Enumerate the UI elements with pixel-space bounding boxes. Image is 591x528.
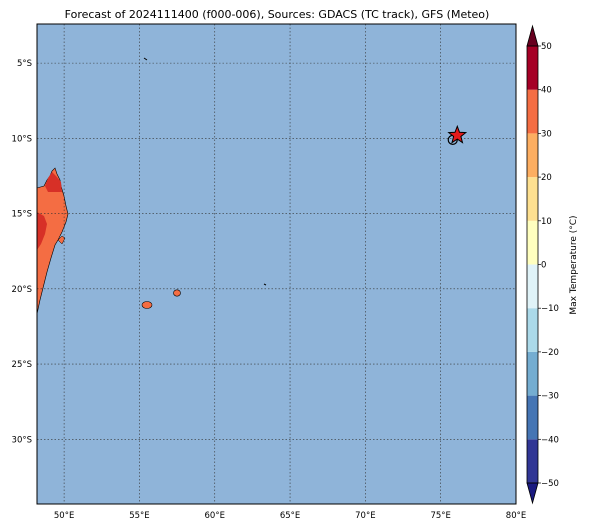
latitude-tick-label: 5°S — [17, 59, 32, 69]
tc-track — [447, 124, 468, 145]
colorbar-level — [527, 395, 538, 440]
colorbar-level — [527, 177, 538, 221]
latitude-tick-label: 15°S — [12, 210, 32, 220]
colorbar-segments — [526, 24, 539, 505]
longitude-tick-label: 65°E — [280, 511, 300, 521]
colorbar-tick-label: 10 — [541, 217, 552, 227]
colorbar-tick-label: −20 — [541, 348, 559, 358]
latitude-tick-label: 30°S — [12, 435, 32, 445]
colorbar-level — [527, 308, 538, 352]
tromelin-islet — [143, 57, 148, 61]
colorbar-tick-label: 20 — [541, 173, 552, 183]
map-panel — [36, 23, 517, 505]
madagascar-landmass — [36, 167, 69, 315]
colorbar-extend-high — [526, 24, 539, 47]
colorbar-tick-label: −30 — [541, 392, 559, 402]
colorbar-tick-label: −10 — [541, 304, 559, 314]
reunion-island — [141, 301, 153, 309]
mauritius-island — [173, 289, 181, 297]
latitude-ticks: 5°S 10°S 15°S 20°S 25°S 30°S — [12, 59, 32, 445]
madagascar-hotter-west — [37, 212, 47, 250]
longitude-tick-label: 55°E — [129, 511, 149, 521]
sainte-marie-island — [57, 235, 66, 245]
latitude-tick-label: 10°S — [12, 134, 32, 144]
colorbar-level — [527, 264, 538, 309]
colorbar-tick-label: 50 — [541, 42, 552, 52]
colorbar-extend-low — [526, 482, 539, 505]
longitude-tick-label: 50°E — [54, 511, 74, 521]
madagascar-hotter-north — [45, 172, 62, 192]
colorbar-tick-label: 30 — [541, 129, 552, 139]
map-frame — [36, 23, 517, 505]
colorbar-level — [527, 89, 538, 134]
colorbar-level — [527, 439, 538, 483]
map-title: Forecast of 2024111400 (f000-006), Sourc… — [65, 8, 490, 21]
colorbar-tick-label: −50 — [541, 479, 559, 489]
colorbar-level — [527, 46, 538, 90]
colorbar-tick-label: 0 — [541, 261, 546, 271]
colorbar-level — [527, 220, 538, 265]
rodrigues-islet — [263, 283, 267, 286]
colorbar-ticks: 50 40 30 20 10 0 −10 −20 −30 −40 −50 — [538, 42, 559, 489]
colorbar-tick-label: −40 — [541, 435, 559, 445]
colorbar-level — [527, 133, 538, 178]
colorbar-level — [527, 351, 538, 396]
longitude-ticks: 50°E 55°E 60°E 65°E 70°E 75°E 80°E — [54, 511, 526, 521]
graticule — [37, 24, 516, 504]
colorbar: 50 40 30 20 10 0 −10 −20 −30 −40 −50 Max Temperatu… — [526, 24, 579, 505]
longitude-tick-label: 80°E — [506, 511, 526, 521]
latitude-tick-label: 20°S — [12, 285, 32, 295]
colorbar-tick-label: 40 — [541, 86, 552, 96]
latitude-tick-label: 25°S — [12, 360, 32, 370]
ocean — [37, 24, 516, 504]
longitude-tick-label: 70°E — [355, 511, 375, 521]
tc-current-position-star-icon — [447, 124, 468, 144]
longitude-tick-label: 60°E — [205, 511, 225, 521]
longitude-tick-label: 75°E — [430, 511, 450, 521]
colorbar-label: Max Temperature (°C) — [569, 215, 579, 314]
